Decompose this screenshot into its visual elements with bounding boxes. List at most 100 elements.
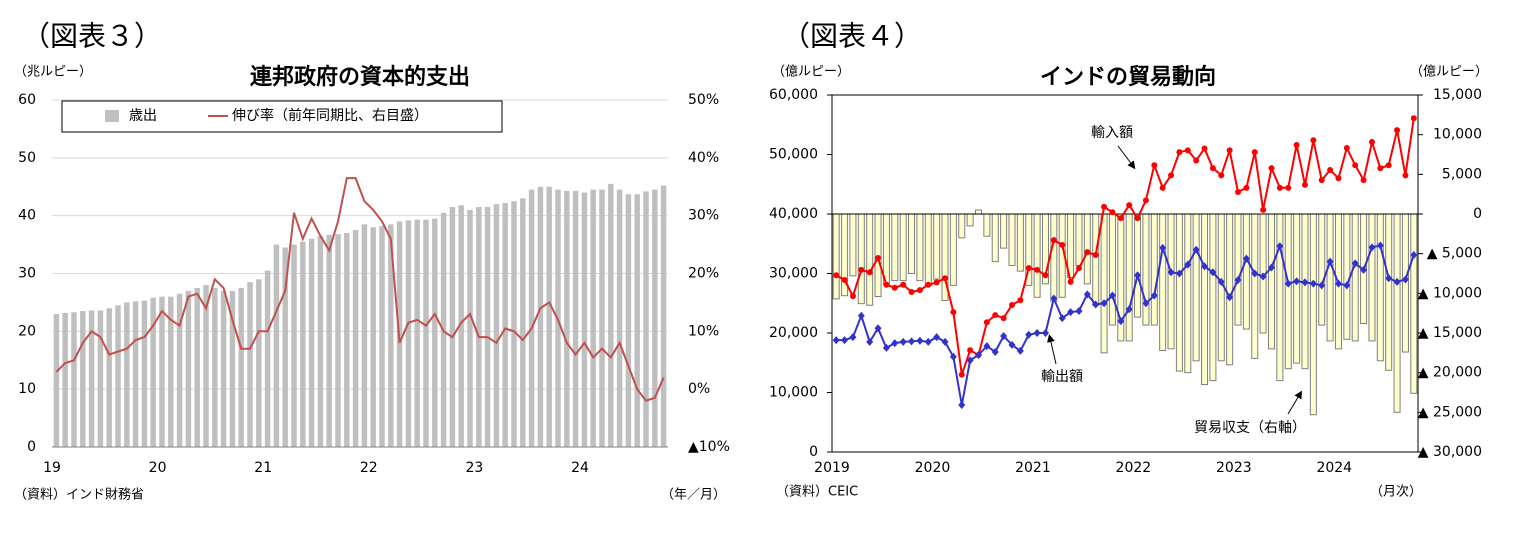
bar (866, 213, 874, 306)
bar (229, 290, 236, 447)
y-tick-label: 10,000 (769, 385, 818, 401)
y-tick-label: 20 (18, 323, 36, 339)
marker (1117, 317, 1125, 326)
bar (150, 297, 156, 447)
marker (1393, 277, 1401, 286)
marker (1251, 269, 1259, 278)
bar (991, 213, 999, 263)
marker (1368, 139, 1375, 146)
series-label: 輸入額 (1091, 125, 1133, 141)
bar (1276, 213, 1284, 382)
bar (1067, 213, 1075, 278)
y2-tick-label: 30% (688, 208, 719, 224)
marker (1293, 277, 1301, 286)
marker (933, 279, 940, 286)
bar (1016, 213, 1024, 272)
marker (1410, 251, 1418, 260)
marker (1000, 331, 1008, 340)
bar (590, 189, 596, 447)
marker (958, 400, 966, 409)
x-tick-label: 2021 (1015, 460, 1051, 476)
bar (1301, 213, 1309, 370)
bar (908, 213, 916, 274)
bar (581, 192, 588, 447)
bar (344, 233, 350, 447)
marker (1376, 241, 1384, 250)
chart-title: 連邦政府の資本的支出 (250, 64, 470, 90)
marker (924, 337, 932, 346)
y-tick-label: 20,000 (769, 325, 818, 341)
bar (1410, 213, 1418, 394)
bar (308, 238, 315, 447)
marker (942, 275, 949, 282)
bar (546, 186, 552, 447)
bar (1000, 213, 1008, 249)
y2-unit: （億ルピー） (1410, 64, 1488, 80)
bar (247, 282, 253, 447)
bar (1184, 213, 1192, 374)
x-tick-label: 19 (43, 460, 61, 476)
bar (1351, 213, 1359, 342)
figure-label: （図表３） (22, 20, 162, 53)
marker (1017, 297, 1024, 304)
marker (832, 336, 840, 345)
marker (1168, 172, 1175, 179)
line (835, 118, 1415, 375)
marker (1410, 115, 1417, 122)
marker (967, 347, 974, 354)
marker (891, 339, 899, 348)
bar (1175, 213, 1183, 372)
marker (1235, 188, 1242, 195)
marker (1318, 177, 1325, 184)
y-tick-label: 30,000 (769, 266, 818, 282)
bar (458, 205, 464, 447)
x-tick-label: 22 (360, 460, 378, 476)
legend-box (61, 100, 503, 133)
bar (185, 290, 192, 447)
marker (1209, 268, 1217, 277)
marker (1150, 291, 1158, 300)
y-tick-label: 0 (27, 439, 36, 455)
bar (528, 189, 535, 447)
marker (916, 287, 923, 294)
figure-label: （図表４） (782, 20, 922, 53)
marker (1058, 314, 1066, 323)
marker (1067, 308, 1075, 317)
marker (1016, 346, 1024, 355)
marker (1075, 306, 1083, 315)
marker (1226, 293, 1234, 302)
marker (1343, 144, 1350, 151)
bar (1083, 213, 1091, 285)
y-tick-label: 40,000 (769, 206, 818, 222)
bar (432, 218, 438, 447)
bar (924, 213, 932, 286)
bar (537, 186, 544, 447)
y-tick-label: 30 (18, 266, 36, 282)
y-unit: （億ルピー） (772, 64, 850, 80)
marker (1184, 260, 1192, 269)
y2-tick-label: 0 (1473, 206, 1482, 222)
bar (467, 209, 473, 447)
marker (908, 288, 915, 295)
bar (370, 227, 376, 447)
bar (1309, 213, 1317, 416)
marker (983, 342, 991, 351)
bar (634, 194, 640, 447)
marker (1309, 279, 1317, 288)
marker (1109, 209, 1116, 216)
y2-tick-label: ▲ 25,000 (1418, 404, 1482, 420)
y-tick-label: 60,000 (769, 87, 818, 103)
marker (1327, 166, 1334, 173)
x-tick-label: 2022 (1116, 460, 1152, 476)
bar (168, 296, 174, 447)
bar (511, 201, 517, 447)
marker (1276, 184, 1283, 191)
bar (291, 244, 297, 447)
y-unit: （兆ルピー） (14, 65, 92, 80)
marker (992, 312, 999, 319)
marker (1108, 291, 1116, 300)
marker (1000, 315, 1007, 322)
bar (1201, 213, 1209, 386)
marker (1126, 202, 1133, 209)
bar (1242, 213, 1250, 330)
